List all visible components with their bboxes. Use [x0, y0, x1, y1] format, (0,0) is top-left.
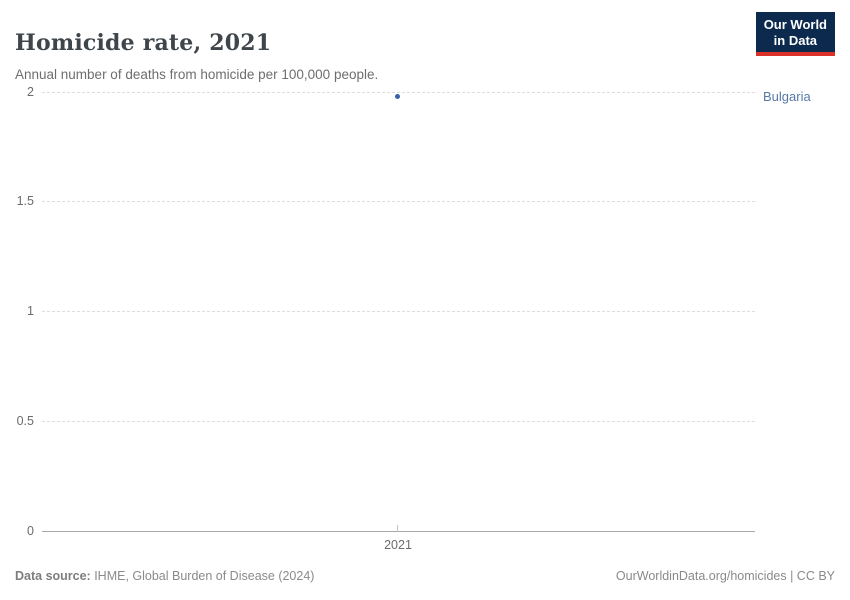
owid-logo-line2: in Data — [773, 32, 818, 48]
x-axis-tick — [397, 525, 398, 532]
data-source-label: Data source: — [15, 569, 91, 583]
x-axis-line — [42, 531, 755, 532]
gridline — [42, 92, 755, 93]
y-tick-label: 0 — [27, 524, 34, 538]
y-tick-label: 1.5 — [16, 194, 34, 208]
chart-subtitle: Annual number of deaths from homicide pe… — [15, 66, 379, 82]
data-point-bulgaria[interactable] — [395, 94, 400, 99]
owid-logo[interactable]: Our World in Data — [755, 12, 835, 56]
credit-link[interactable]: OurWorldinData.org/homicides | CC BY — [615, 569, 835, 583]
chart-title: Homicide rate, 2021 — [15, 29, 272, 56]
gridline — [42, 421, 755, 422]
entity-label-bulgaria[interactable]: Bulgaria — [763, 89, 811, 104]
data-source-value: IHME, Global Burden of Disease (2024) — [90, 569, 315, 583]
y-tick-label: 0.5 — [16, 414, 34, 428]
gridline — [42, 201, 755, 202]
data-source-note: Data source: IHME, Global Burden of Dise… — [15, 569, 314, 583]
owid-logo-line1: Our World — [763, 17, 827, 32]
x-tick-label: 2021 — [384, 538, 412, 552]
gridline — [42, 311, 755, 312]
y-tick-label: 1 — [27, 304, 34, 318]
chart-footer: Data source: IHME, Global Burden of Dise… — [15, 569, 835, 583]
y-tick-label: 2 — [27, 85, 34, 99]
